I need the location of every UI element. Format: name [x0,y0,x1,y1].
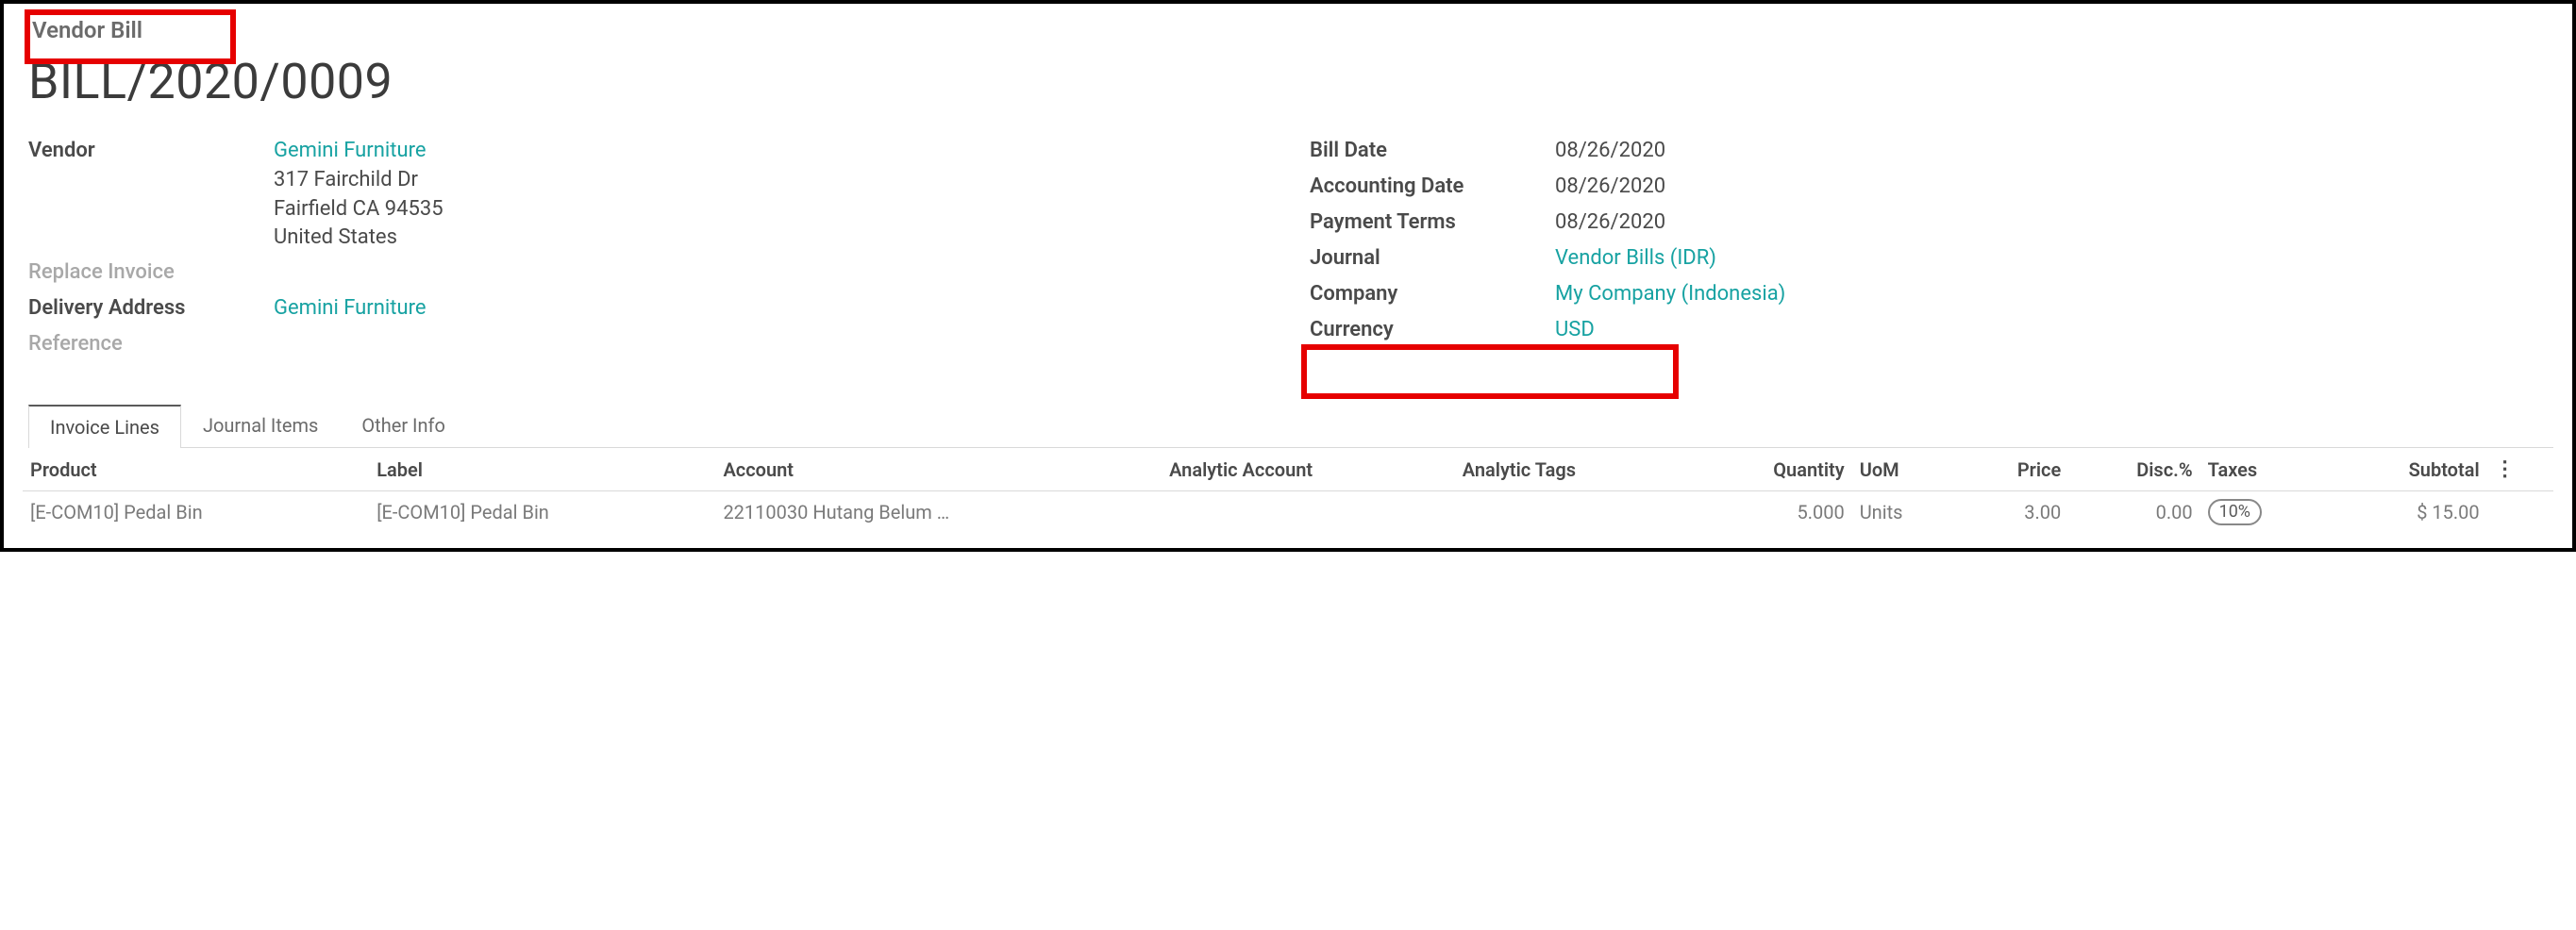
tab-journal-items[interactable]: Journal Items [181,404,340,447]
tab-other-info[interactable]: Other Info [340,404,467,447]
company-link[interactable]: My Company (Indonesia) [1555,280,1785,309]
delivery-address-link[interactable]: Gemini Furniture [274,294,427,324]
cell-account[interactable]: 22110030 Hutang Belum … [715,491,1162,534]
vendor-link[interactable]: Gemini Furniture [274,137,443,166]
col-uom[interactable]: UoM [1852,448,1960,491]
accounting-date-value[interactable]: 08/26/2020 [1555,173,1665,202]
col-taxes[interactable]: Taxes [2200,448,2329,491]
field-accounting-date: Accounting Date 08/26/2020 [1310,173,2553,203]
field-reference: Reference [28,330,1272,360]
payment-terms-label: Payment Terms [1310,208,1555,234]
meta-left: Vendor Gemini Furniture 317 Fairchild Dr… [28,137,1272,366]
cell-disc[interactable]: 0.00 [2068,491,2200,534]
vendor-value: Gemini Furniture 317 Fairchild Dr Fairfi… [274,137,443,253]
cell-analytic-account[interactable] [1162,491,1455,534]
col-price[interactable]: Price [1960,448,2068,491]
cell-product[interactable]: [E-COM10] Pedal Bin [23,491,369,534]
tabs: Invoice Lines Journal Items Other Info [28,404,2553,448]
field-replace-invoice: Replace Invoice [28,258,1272,289]
bill-date-value[interactable]: 08/26/2020 [1555,137,1665,166]
invoice-lines-table: Product Label Account Analytic Account A… [23,448,2553,533]
table-row[interactable]: [E-COM10] Pedal Bin [E-COM10] Pedal Bin … [23,491,2553,534]
journal-link[interactable]: Vendor Bills (IDR) [1555,244,1716,274]
cell-uom[interactable]: Units [1852,491,1960,534]
table-header-row: Product Label Account Analytic Account A… [23,448,2553,491]
field-journal: Journal Vendor Bills (IDR) [1310,244,2553,274]
breadcrumb[interactable]: Vendor Bill [23,13,152,47]
cell-spacer [2487,491,2553,534]
meta-section: Vendor Gemini Furniture 317 Fairchild Dr… [28,137,2553,366]
col-subtotal[interactable]: Subtotal [2328,448,2486,491]
vendor-address-line-3: United States [274,224,443,253]
delivery-address-label: Delivery Address [28,294,274,320]
field-bill-date: Bill Date 08/26/2020 [1310,137,2553,167]
vendor-label: Vendor [28,137,274,162]
reference-label: Reference [28,330,274,356]
tab-invoice-lines[interactable]: Invoice Lines [28,405,181,448]
journal-label: Journal [1310,244,1555,270]
col-label[interactable]: Label [369,448,715,491]
col-analytic-tags[interactable]: Analytic Tags [1455,448,1693,491]
currency-link[interactable]: USD [1555,316,1595,345]
cell-label[interactable]: [E-COM10] Pedal Bin [369,491,715,534]
col-quantity[interactable]: Quantity [1693,448,1852,491]
accounting-date-label: Accounting Date [1310,173,1555,198]
cell-subtotal: $ 15.00 [2328,491,2486,534]
vendor-address-line-2: Fairfield CA 94535 [274,195,443,224]
col-options-icon[interactable]: ⋮ [2487,448,2553,491]
currency-label: Currency [1310,316,1555,341]
col-disc[interactable]: Disc.% [2068,448,2200,491]
col-analytic-account[interactable]: Analytic Account [1162,448,1455,491]
bill-date-label: Bill Date [1310,137,1555,162]
tax-badge[interactable]: 10% [2208,499,2262,525]
field-company: Company My Company (Indonesia) [1310,280,2553,310]
field-currency: Currency USD [1310,316,2553,346]
col-account[interactable]: Account [715,448,1162,491]
col-product[interactable]: Product [23,448,369,491]
cell-price[interactable]: 3.00 [1960,491,2068,534]
field-payment-terms: Payment Terms 08/26/2020 [1310,208,2553,239]
payment-terms-value[interactable]: 08/26/2020 [1555,208,1665,238]
field-vendor: Vendor Gemini Furniture 317 Fairchild Dr… [28,137,1272,253]
cell-quantity[interactable]: 5.000 [1693,491,1852,534]
meta-right: Bill Date 08/26/2020 Accounting Date 08/… [1310,137,2553,366]
field-delivery-address: Delivery Address Gemini Furniture [28,294,1272,324]
page-title: BILL/2020/0009 [28,53,2553,110]
replace-invoice-label: Replace Invoice [28,258,274,284]
form-frame: Vendor Bill BILL/2020/0009 Vendor Gemini… [0,0,2576,552]
cell-taxes[interactable]: 10% [2200,491,2329,534]
vendor-address-line-1: 317 Fairchild Dr [274,166,443,195]
cell-analytic-tags[interactable] [1455,491,1693,534]
company-label: Company [1310,280,1555,306]
